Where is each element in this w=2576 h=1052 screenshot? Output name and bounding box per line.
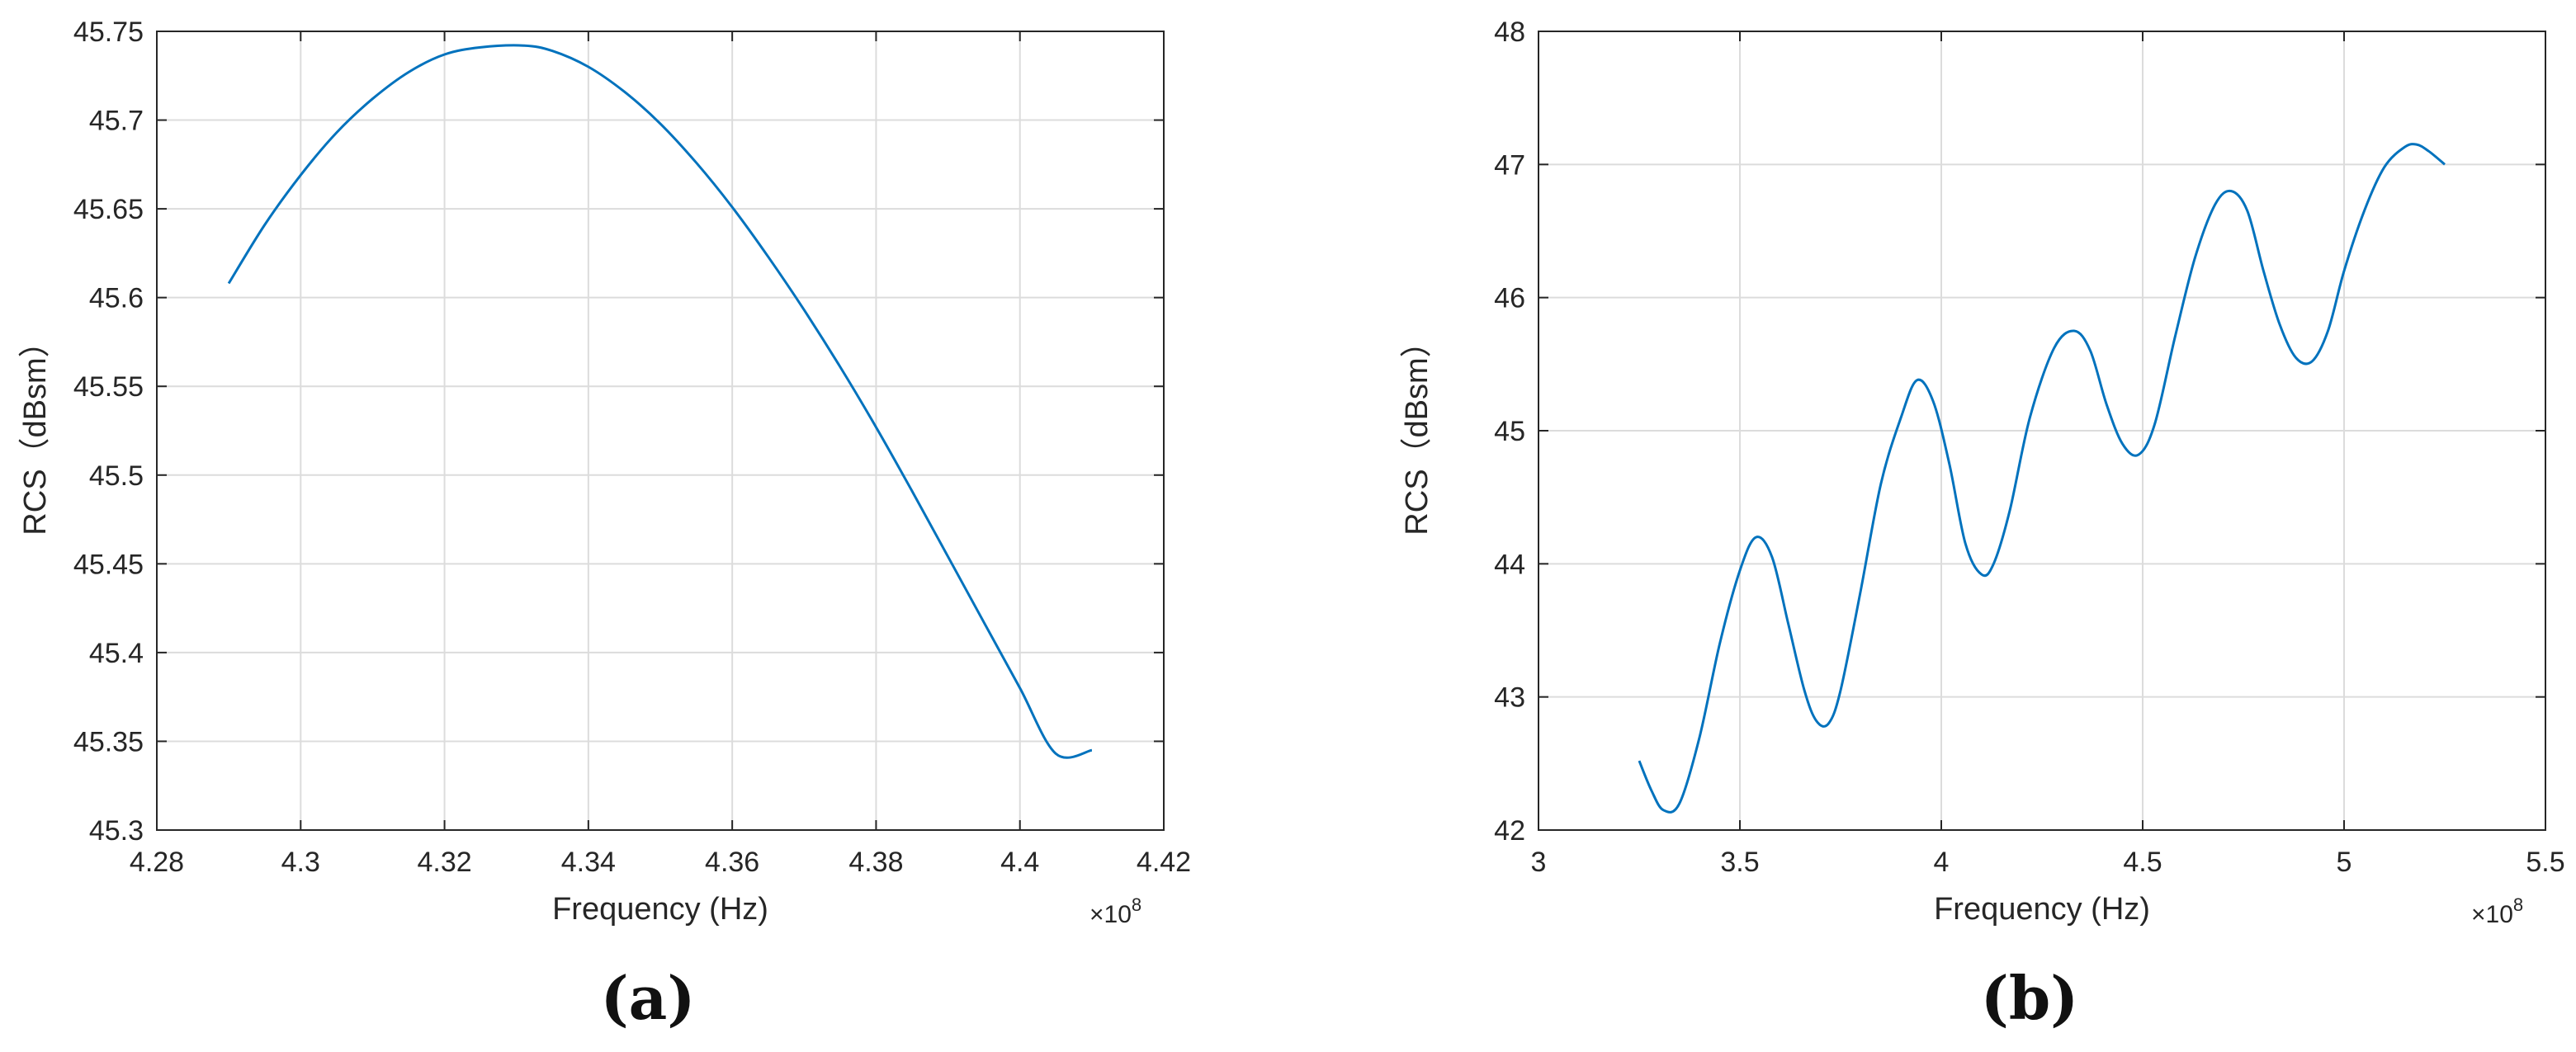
x-tick-label: 4.28 bbox=[130, 847, 184, 878]
y-tick-label: 45.3 bbox=[89, 815, 144, 847]
y-tick-label: 45.7 bbox=[89, 106, 144, 137]
y-tick-label: 43 bbox=[1494, 682, 1525, 714]
y-axis-label-b: RCS（dBsm） bbox=[1400, 326, 1435, 535]
panel-label-a: (a) bbox=[601, 963, 696, 1033]
x-exponent-power-b: 8 bbox=[2513, 894, 2523, 915]
series-line-a bbox=[227, 44, 1093, 759]
x-tick-label: 5.5 bbox=[2526, 847, 2564, 878]
y-tick-label: 46 bbox=[1494, 283, 1525, 314]
x-tick-label: 4 bbox=[1934, 847, 1950, 878]
x-axis-label-b: Frequency (Hz) bbox=[1934, 892, 2150, 927]
x-tick-label: 4.3 bbox=[281, 847, 320, 878]
x-tick-label: 4.38 bbox=[848, 847, 903, 878]
x-tick-label: 3 bbox=[1531, 847, 1547, 878]
y-tick-label: 45.75 bbox=[73, 17, 144, 48]
x-tick-label: 4.5 bbox=[2123, 847, 2162, 878]
chart-panel-a: 4.28 4.3 4.32 4.34 4.36 4.38 4.4 4.42 45.3 45.35 4… bbox=[18, 17, 1191, 1033]
y-tick-label: 45.35 bbox=[73, 726, 144, 757]
y-tick-label: 45.55 bbox=[73, 371, 144, 403]
y-axis-label-a: RCS（dBsm） bbox=[18, 326, 53, 535]
y-tick-label: 45.65 bbox=[73, 194, 144, 225]
x-tick-label: 4.42 bbox=[1137, 847, 1191, 878]
x-tick-label: 5 bbox=[2337, 847, 2352, 878]
x-axis-label-a: Frequency (Hz) bbox=[552, 892, 768, 927]
y-tick-label: 42 bbox=[1494, 815, 1525, 847]
y-tick-label: 48 bbox=[1494, 17, 1525, 48]
axes-frame-a bbox=[156, 31, 1165, 831]
y-tick-label: 45.6 bbox=[89, 283, 144, 314]
y-tick-label: 45.5 bbox=[89, 460, 144, 492]
y-tick-label: 47 bbox=[1494, 149, 1525, 181]
ticks-b: 3 3.5 4 4.5 5 5.5 42 43 44 45 46 47 48 bbox=[1494, 17, 2564, 878]
y-tick-label: 45.45 bbox=[73, 549, 144, 580]
x-exponent-power-a: 8 bbox=[1132, 894, 1141, 915]
y-tick-label: 44 bbox=[1494, 549, 1525, 580]
ticks-a: 4.28 4.3 4.32 4.34 4.36 4.38 4.4 4.42 45.3 45.35 4… bbox=[73, 17, 1191, 878]
x-exponent-label-b: ×108 bbox=[2471, 894, 2523, 928]
series-line-b bbox=[1638, 143, 2446, 814]
x-tick-label: 4.4 bbox=[1000, 847, 1039, 878]
y-tick-label: 45.4 bbox=[89, 638, 144, 669]
x-tick-label: 4.34 bbox=[561, 847, 616, 878]
x-tick-label: 4.36 bbox=[705, 847, 759, 878]
panel-label-b: (b) bbox=[1981, 963, 2078, 1033]
chart-panel-b: 3 3.5 4 4.5 5 5.5 42 43 44 45 46 47 48 Frequency (Hz… bbox=[1400, 17, 2565, 1033]
x-exponent-base-a: ×10 bbox=[1089, 901, 1132, 928]
x-tick-label: 4.32 bbox=[417, 847, 471, 878]
y-tick-label: 45 bbox=[1494, 416, 1525, 447]
x-exponent-base-b: ×10 bbox=[2471, 901, 2513, 928]
x-tick-label: 3.5 bbox=[1720, 847, 1759, 878]
x-exponent-label-a: ×108 bbox=[1089, 894, 1141, 928]
